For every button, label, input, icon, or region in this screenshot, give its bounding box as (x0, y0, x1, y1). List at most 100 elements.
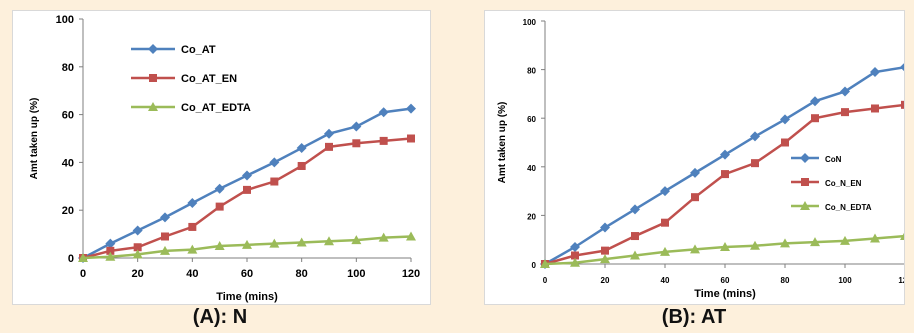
chart-b-legend-item: CoN (791, 153, 842, 164)
chart-b-data-point (630, 204, 640, 215)
chart-panel-a: 0 20 40 60 80 100 0 20 40 60 80 100 120 Time (mins) Am… (12, 10, 431, 305)
chart-a-data-point (351, 235, 362, 245)
chart-a-y-tick-label: 40 (62, 157, 74, 169)
chart-a-legend-marker (148, 44, 158, 54)
chart-b-data-point (600, 254, 610, 264)
chart-b-x-axis-label: Time (mins) (694, 288, 756, 300)
chart-a-y-axis-label: Amt taken up (%) (29, 98, 40, 180)
chart-a-legend-item: Co_AT (131, 44, 216, 56)
chart-a-y-tick-label: 0 (68, 253, 74, 265)
chart-b-data-point (750, 240, 760, 250)
chart-b-legend-item: Co_N_EN (791, 178, 862, 188)
chart-a-x-tick-label: 20 (132, 268, 144, 280)
chart-b-y-tick-label: 20 (527, 212, 536, 221)
chart-b-data-point (570, 241, 580, 252)
chart-b-data-point (871, 104, 879, 113)
chart-b-data-point (901, 100, 904, 109)
chart-b-data-point (900, 232, 904, 241)
chart-a-data-point (214, 183, 225, 194)
chart-b-data-point (870, 233, 880, 243)
chart-b-y-tick-label: 60 (527, 115, 536, 124)
chart-b-data-point (870, 67, 880, 78)
chart-b-data-point (900, 63, 904, 72)
chart-a-x-tick-label: 120 (402, 268, 420, 280)
chart-a-x-axis-label: Time (mins) (216, 291, 278, 303)
chart-a-data-point (78, 253, 88, 262)
chart-a-legend-marker (148, 102, 158, 111)
chart-a-series-line (82, 107, 412, 260)
chart-a-data-point (379, 136, 388, 145)
chart-b-data-point (660, 246, 670, 256)
chart-b-x-tick-label: 60 (721, 276, 730, 285)
chart-a-data-point (378, 107, 389, 118)
chart-b-y-tick-label: 40 (527, 164, 536, 173)
chart-b-data-point (751, 159, 759, 168)
chart-panel-b: 0 20 40 60 80 100 0 20 40 60 80 100 120 Time (mins) Am… (484, 10, 905, 305)
chart-a-data-point (324, 236, 334, 246)
chart-a-data-point (325, 142, 333, 151)
chart-b-series-1 (540, 63, 904, 269)
chart-a-legend-marker (149, 74, 157, 82)
chart-b-data-point (630, 250, 640, 260)
chart-a-data-point (406, 103, 416, 114)
chart-b-data-point (840, 235, 850, 245)
chart-a-data-point (406, 231, 416, 241)
chart-a-x-tick-label: 40 (186, 268, 198, 280)
chart-a-legend-label: Co_AT_EDTA (181, 102, 251, 114)
chart-b-legend-item: Co_N_EDTA (791, 201, 872, 212)
chart-b-data-point (720, 241, 730, 251)
chart-b-data-point (661, 218, 669, 227)
chart-b-data-point (750, 131, 760, 142)
chart-b-legend-marker (801, 178, 809, 186)
chart-a-y-tick-label: 20 (62, 205, 74, 217)
chart-a-data-point (105, 238, 116, 249)
chart-a-data-point (269, 238, 280, 248)
chart-a-data-point (351, 121, 362, 132)
chart-b-y-tick-label: 80 (527, 67, 536, 76)
chart-a-data-point (187, 244, 198, 254)
chart-a-data-point (215, 202, 224, 211)
chart-a-data-point (160, 245, 170, 255)
chart-a-legend-label: Co_AT_EN (181, 73, 237, 85)
chart-a-data-point (296, 237, 307, 247)
chart-b-series-3 (540, 232, 904, 268)
chart-a-data-point (214, 241, 225, 251)
chart-a-data-point (352, 139, 361, 148)
chart-a-x-tick-label: 60 (241, 268, 253, 280)
chart-a-x-tick-label: 0 (80, 268, 86, 280)
chart-b-x-tick-label: 100 (838, 276, 852, 285)
chart-a-series-3 (78, 231, 416, 262)
chart-b-caption: (B): AT (661, 306, 727, 328)
chart-b-x-tick-label: 20 (601, 276, 610, 285)
chart-b-x-tick-label: 120 (898, 276, 904, 285)
chart-a-data-point (132, 225, 143, 236)
chart-a-y-tick-label: 80 (62, 62, 74, 74)
chart-a-data-point (188, 222, 197, 231)
chart-b-data-point (540, 259, 550, 268)
chart-b-data-point (810, 237, 820, 247)
chart-a-legend-item: Co_AT_EN (131, 73, 237, 85)
chart-a-data-point (132, 249, 143, 259)
chart-a-data-point (270, 177, 279, 186)
chart-a-data-point (242, 239, 252, 249)
chart-b-data-point (841, 108, 849, 117)
chart-b-svg: 0 20 40 60 80 100 0 20 40 60 80 100 120 Time (mins) Am… (497, 18, 904, 300)
chart-b-y-tick-label: 0 (532, 261, 537, 270)
chart-b-data-point (811, 114, 819, 123)
chart-a-data-point (269, 157, 280, 168)
chart-b-legend-label: Co_N_EDTA (825, 203, 872, 212)
chart-b-data-point (720, 149, 730, 160)
chart-b-data-point (810, 96, 820, 107)
chart-a-data-point (187, 198, 198, 209)
chart-a-data-point (324, 128, 334, 139)
chart-a-series-2 (79, 134, 415, 262)
chart-b-data-point (781, 138, 789, 147)
chart-a-data-point (407, 134, 415, 143)
chart-b-x-tick-label: 0 (543, 276, 548, 285)
chart-b-data-point (600, 222, 610, 233)
chart-b-data-point (840, 86, 850, 97)
chart-b-data-point (721, 170, 729, 179)
chart-b-legend-marker (800, 201, 810, 210)
chart-b-y-axis-label: Amt taken up (%) (497, 102, 508, 184)
chart-a-x-tick-label: 80 (296, 268, 308, 280)
